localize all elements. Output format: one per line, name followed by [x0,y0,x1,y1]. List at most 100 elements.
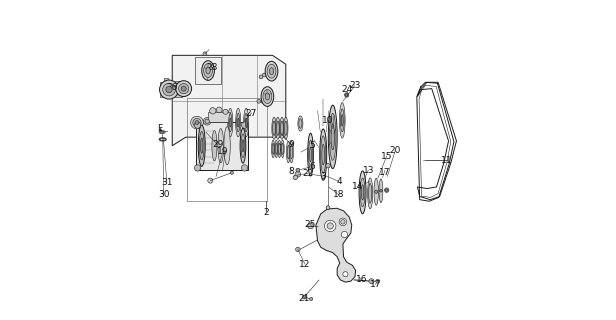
Circle shape [176,81,192,97]
Text: 14: 14 [352,181,364,190]
Ellipse shape [267,64,276,78]
Circle shape [216,107,222,113]
Ellipse shape [339,103,345,138]
Ellipse shape [368,178,373,209]
Ellipse shape [243,108,249,137]
Ellipse shape [206,67,210,74]
Ellipse shape [245,113,248,132]
Circle shape [195,165,201,171]
Circle shape [310,297,313,300]
Circle shape [296,247,300,252]
Ellipse shape [159,131,165,134]
Circle shape [307,223,314,229]
Ellipse shape [281,140,284,158]
Circle shape [293,175,298,180]
Circle shape [262,73,266,77]
Ellipse shape [237,113,240,132]
Ellipse shape [275,140,278,158]
Polygon shape [176,81,182,97]
Circle shape [341,231,347,238]
Ellipse shape [237,118,239,127]
Ellipse shape [280,117,284,140]
Ellipse shape [263,90,272,104]
Polygon shape [161,82,167,97]
Text: 28: 28 [206,63,218,72]
Text: 17: 17 [370,280,381,289]
Text: 12: 12 [299,260,310,268]
Circle shape [339,218,347,226]
Ellipse shape [273,121,275,135]
Ellipse shape [269,68,274,75]
Ellipse shape [359,171,366,214]
Circle shape [209,108,216,114]
Polygon shape [195,57,221,84]
Text: 4: 4 [336,177,342,186]
Ellipse shape [330,113,336,160]
Ellipse shape [283,117,288,140]
Circle shape [296,168,300,172]
Circle shape [257,100,261,103]
Text: 24: 24 [341,85,352,94]
Ellipse shape [200,138,203,153]
Ellipse shape [309,140,312,169]
Text: 23: 23 [349,81,360,90]
Circle shape [208,178,213,183]
Ellipse shape [328,105,337,169]
Text: 29: 29 [212,140,223,149]
Circle shape [325,220,336,232]
Ellipse shape [360,178,365,207]
Ellipse shape [320,129,326,180]
Text: 18: 18 [333,190,345,199]
Ellipse shape [261,87,274,106]
Circle shape [181,86,186,91]
Ellipse shape [374,178,378,205]
Text: 31: 31 [161,178,172,187]
Ellipse shape [272,143,274,155]
Ellipse shape [307,133,314,176]
Ellipse shape [272,140,275,158]
Circle shape [343,272,348,277]
Text: 19: 19 [217,147,229,156]
Ellipse shape [341,109,344,132]
Circle shape [341,220,345,224]
Circle shape [326,164,330,168]
Circle shape [193,118,201,127]
Ellipse shape [278,140,281,158]
Ellipse shape [280,121,283,135]
Polygon shape [208,112,230,122]
Ellipse shape [265,61,278,81]
Ellipse shape [198,125,205,166]
Text: 8: 8 [289,167,294,176]
Ellipse shape [200,132,204,160]
Ellipse shape [204,64,213,77]
Circle shape [344,93,349,97]
Ellipse shape [322,144,325,165]
Circle shape [384,188,389,192]
Text: 6: 6 [309,162,315,171]
Text: 11: 11 [441,156,453,164]
Ellipse shape [368,183,372,203]
Ellipse shape [310,147,312,162]
Ellipse shape [286,141,290,163]
Ellipse shape [275,143,277,155]
Polygon shape [164,77,168,82]
Text: 3: 3 [320,172,326,181]
Ellipse shape [278,143,280,155]
Text: 10: 10 [322,116,334,125]
Circle shape [241,122,248,128]
Circle shape [241,165,248,171]
Ellipse shape [299,119,302,128]
Ellipse shape [160,131,164,133]
Ellipse shape [236,108,241,137]
Text: F: F [157,124,162,133]
Ellipse shape [321,136,326,173]
Ellipse shape [287,145,290,159]
Polygon shape [197,122,248,170]
Ellipse shape [331,124,334,150]
Text: 16: 16 [355,276,367,284]
Circle shape [375,190,378,193]
Circle shape [205,119,209,124]
Text: 25: 25 [305,220,316,228]
Text: 26: 26 [166,83,178,92]
Text: 13: 13 [363,166,374,175]
